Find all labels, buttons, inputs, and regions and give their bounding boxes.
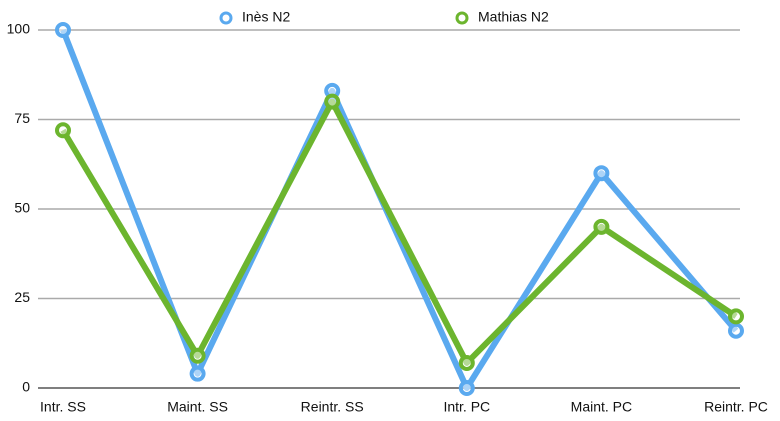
point [458,354,475,371]
point [593,165,610,182]
x-tick-label: Reintr. PC [704,399,768,415]
series-line [60,98,738,366]
point [189,365,206,382]
point [728,308,744,325]
point [55,22,71,38]
point [189,347,206,364]
legend-label: Inès N2 [242,9,290,25]
y-tick-label: 100 [7,21,31,37]
point [55,122,71,139]
point [458,380,475,396]
point [593,218,610,235]
x-tick-label: Intr. PC [443,399,490,415]
point [728,322,744,339]
x-tick-label: Maint. PC [571,399,632,415]
legend-marker [219,11,233,25]
y-tick-label: 50 [14,200,30,216]
x-tick-label: Maint. SS [167,399,228,415]
y-tick-label: 75 [14,110,30,126]
y-tick-label: 0 [22,379,30,395]
y-tick-label: 25 [14,289,30,305]
point [324,93,341,110]
legend-label: Mathias N2 [478,9,549,25]
x-tick-label: Reintr. SS [301,399,364,415]
legend-marker [455,11,469,25]
x-tick-label: Intr. SS [40,399,86,415]
